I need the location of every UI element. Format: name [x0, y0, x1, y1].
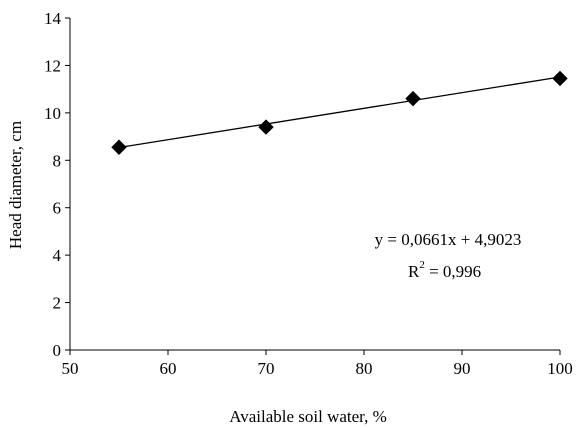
y-tick-label: 10: [44, 104, 61, 123]
y-tick-label: 0: [53, 341, 62, 360]
x-tick-label: 70: [258, 359, 275, 378]
y-tick-label: 12: [44, 56, 61, 75]
y-tick-label: 4: [53, 246, 62, 265]
x-tick-label: 60: [160, 359, 177, 378]
data-point: [552, 70, 568, 87]
trendline-equation: y = 0,0661x + 4,9023: [375, 230, 522, 249]
x-tick-label: 90: [454, 359, 471, 378]
y-tick-label: 2: [53, 294, 62, 313]
trendline-group: [118, 76, 561, 149]
r-squared-label: R2 = 0,996: [408, 259, 481, 281]
data-points: [111, 70, 568, 155]
y-tick-label: 14: [44, 9, 62, 28]
trendline: [118, 76, 561, 149]
data-point: [111, 139, 127, 155]
x-tick-label: 50: [62, 359, 79, 378]
axes: [69, 18, 560, 351]
y-axis-title: Head diameter, cm: [6, 121, 25, 249]
x-tick-label: 80: [356, 359, 373, 378]
y-tick-label: 8: [53, 151, 62, 170]
y-ticks: 0 2 4 6 8 10 12 14: [44, 9, 70, 360]
x-tick-label: 100: [547, 359, 573, 378]
r-squared-symbol: R: [408, 262, 420, 281]
x-axis-title: Available soil water, %: [229, 407, 387, 426]
x-ticks: 50 60 70 80 90 100: [62, 350, 573, 378]
data-point: [405, 90, 421, 107]
data-point: [258, 119, 274, 135]
y-tick-label: 6: [53, 199, 62, 218]
r-squared-value: = 0,996: [425, 262, 481, 281]
r-squared-exponent: 2: [419, 259, 425, 271]
